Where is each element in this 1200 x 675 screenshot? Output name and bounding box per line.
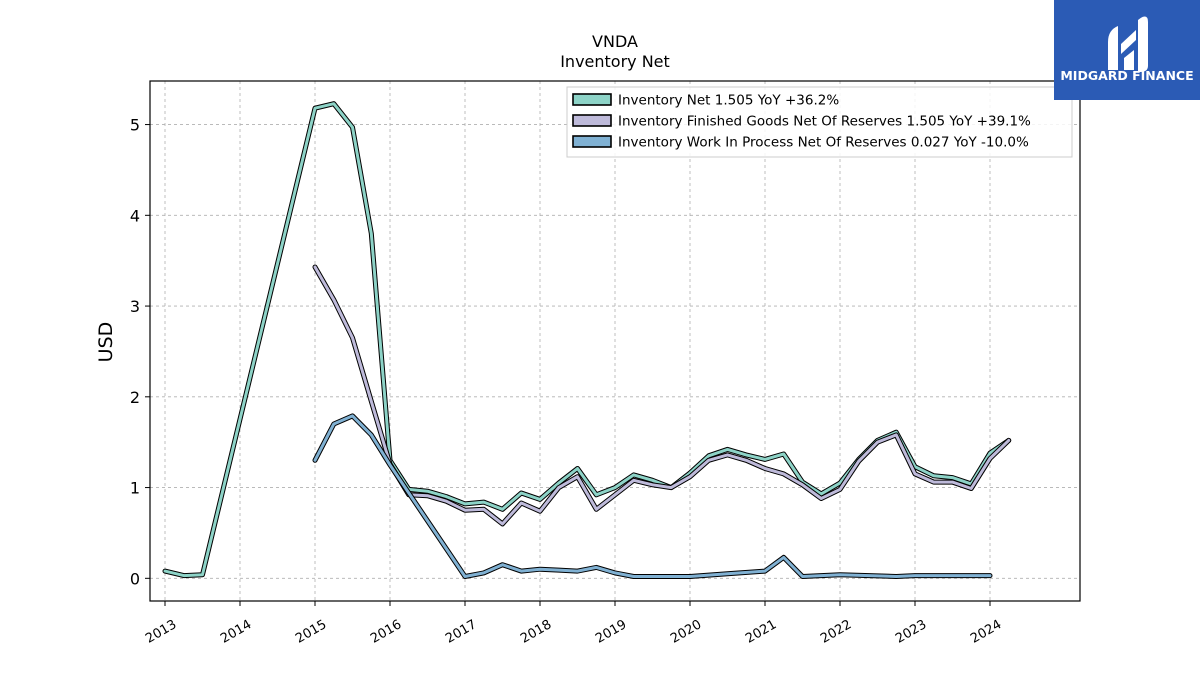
y-tick-label: 3 — [130, 297, 140, 316]
x-tick-label: 2022 — [818, 617, 854, 647]
legend: Inventory Net 1.505 YoY +36.2% Inventory … — [566, 86, 1073, 158]
logo-mark-icon — [1108, 16, 1148, 73]
series-inventory-finished-goods-net-of-reserves — [312, 264, 1012, 527]
legend-label: Inventory Net 1.505 YoY +36.2% — [618, 93, 839, 109]
logo: MIDGARD FINANCE — [1054, 0, 1200, 100]
x-tick-label: 2015 — [293, 617, 329, 647]
legend-label: Inventory Work In Process Net Of Reserve… — [618, 135, 1029, 151]
x-tick-label: 2023 — [893, 617, 929, 647]
x-tick-label: 2018 — [518, 617, 554, 647]
legend-box — [566, 86, 1073, 158]
y-tick-label: 0 — [130, 569, 140, 588]
chart-subtitle: Inventory Net — [560, 52, 670, 71]
x-tick-label: 2021 — [743, 617, 779, 647]
legend-swatch — [572, 114, 612, 127]
x-tick-label: 2016 — [368, 617, 404, 647]
chart-title: VNDA — [592, 32, 638, 51]
x-tick-label: 2017 — [443, 617, 479, 647]
x-axis-ticks: 2013 2014 2015 2016 2017 2018 2019 2020 2021 2022… — [143, 601, 1004, 647]
y-tick-label: 1 — [130, 479, 140, 498]
x-tick-label: 2019 — [593, 617, 629, 647]
x-tick-label: 2013 — [143, 617, 179, 647]
logo-text: MIDGARD FINANCE — [1060, 68, 1193, 83]
grid — [150, 81, 1080, 601]
y-axis-label: USD — [95, 322, 117, 363]
series-outline — [162, 101, 1012, 579]
series-line — [313, 265, 1011, 526]
series-line — [313, 414, 992, 578]
series-inventory-work-in-process-net-of-reserves — [312, 413, 993, 579]
x-tick-label: 2024 — [968, 617, 1004, 647]
legend-label: Inventory Finished Goods Net Of Reserves… — [618, 114, 1031, 130]
y-tick-label: 2 — [130, 388, 140, 407]
y-axis-ticks: 0 1 2 3 4 5 — [130, 116, 150, 588]
y-tick-label: 4 — [130, 206, 140, 225]
series-lines — [162, 101, 1012, 579]
series-inventory-net — [162, 101, 1012, 579]
legend-swatch — [572, 135, 612, 148]
series-line — [163, 102, 1011, 578]
x-tick-label: 2014 — [218, 617, 254, 647]
legend-swatch — [572, 93, 612, 106]
logo-background — [1054, 0, 1200, 100]
y-tick-label: 5 — [130, 116, 140, 135]
x-tick-label: 2020 — [668, 617, 704, 647]
